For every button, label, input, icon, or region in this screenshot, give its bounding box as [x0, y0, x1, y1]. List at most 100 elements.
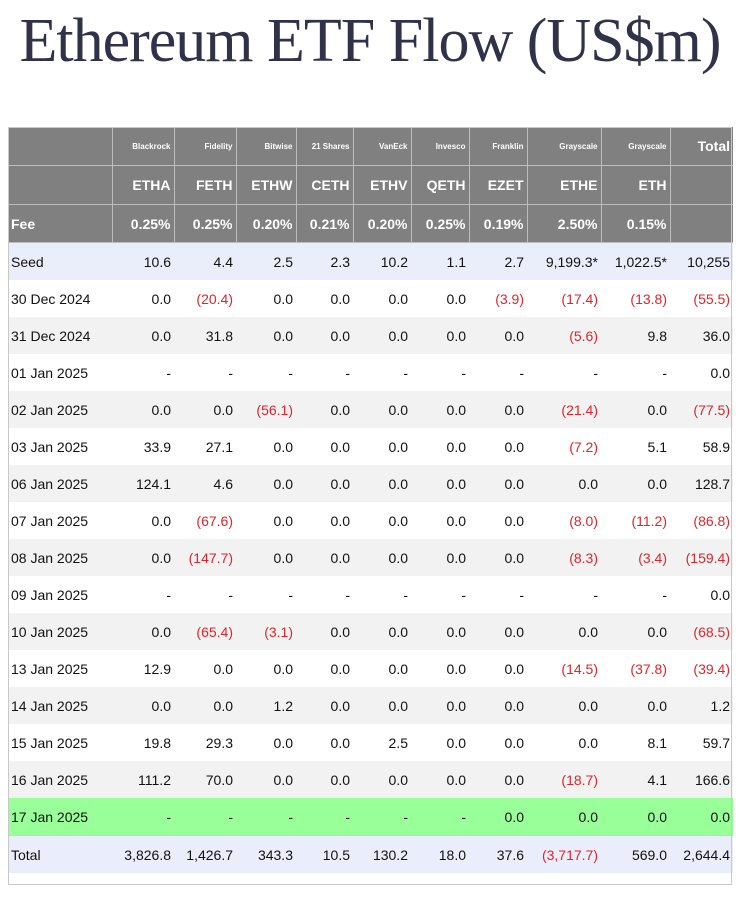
flow-cell: 0.0 — [353, 465, 411, 502]
fee-value: 0.25% — [174, 204, 237, 243]
flow-cell: (147.7) — [174, 539, 236, 576]
flow-cell: 1.2 — [670, 687, 733, 724]
flow-cell: 0.0 — [601, 613, 670, 650]
flow-cell: 0.0 — [236, 428, 296, 465]
flow-cell: 0.0 — [469, 724, 527, 761]
issuer-header-row: Blackrock Fidelity Bitwise 21 Shares VanEck I… — [8, 127, 733, 166]
flow-cell: - — [601, 576, 670, 613]
flow-cell: 2.7 — [469, 242, 527, 280]
etf-flow-table: Blackrock Fidelity Bitwise 21 Shares VanEck I… — [8, 127, 733, 873]
issuer-header: Fidelity — [174, 127, 237, 166]
row-date: 06 Jan 2025 — [8, 465, 112, 502]
flow-cell: 36.0 — [670, 317, 733, 354]
flow-cell: - — [296, 576, 353, 613]
flow-cell: 0.0 — [353, 391, 411, 428]
blank-header — [670, 204, 733, 243]
flow-cell: (11.2) — [601, 502, 670, 539]
flow-cell: 128.7 — [670, 465, 733, 502]
flow-cell: 0.0 — [527, 613, 601, 650]
row-date: 03 Jan 2025 — [8, 428, 112, 465]
flow-cell: 0.0 — [236, 317, 296, 354]
flow-cell: (37.8) — [601, 650, 670, 687]
flow-cell: (55.5) — [670, 280, 733, 317]
flow-cell: 0.0 — [469, 687, 527, 724]
flow-cell: (68.5) — [670, 613, 733, 650]
flow-cell: 0.0 — [353, 280, 411, 317]
total-row: Total 3,826.8 1,426.7 343.3 10.5 130.2 18.0 37.… — [8, 835, 733, 873]
flow-cell: - — [411, 798, 469, 836]
total-cell: 3,826.8 — [112, 835, 174, 873]
issuer-header: 21 Shares — [296, 127, 354, 166]
flow-cell: 4.6 — [174, 465, 236, 502]
flow-cell: (86.8) — [670, 502, 733, 539]
total-cell: (3,717.7) — [527, 835, 601, 873]
flow-cell: - — [236, 576, 296, 613]
row-date: 15 Jan 2025 — [8, 724, 112, 761]
flow-cell: (77.5) — [670, 391, 733, 428]
flow-cell: 0.0 — [296, 687, 353, 724]
flow-cell: 0.0 — [236, 502, 296, 539]
blank-header — [670, 165, 733, 205]
flow-cell: 0.0 — [112, 539, 174, 576]
issuer-header: Invesco — [411, 127, 470, 166]
flow-cell: (13.8) — [601, 280, 670, 317]
flow-cell: (20.4) — [174, 280, 236, 317]
row-date: 08 Jan 2025 — [8, 539, 112, 576]
flow-cell: 0.0 — [601, 465, 670, 502]
flow-cell: (65.4) — [174, 613, 236, 650]
flow-cell: 0.0 — [174, 650, 236, 687]
flow-cell: 0.0 — [112, 280, 174, 317]
flow-cell: (39.4) — [670, 650, 733, 687]
ticker-header: QETH — [411, 165, 470, 205]
ticker-header: ETHA — [112, 165, 175, 205]
flow-cell: 0.0 — [112, 317, 174, 354]
flow-cell: 0.0 — [236, 280, 296, 317]
flow-cell: 0.0 — [469, 761, 527, 798]
flow-cell: - — [174, 576, 236, 613]
flow-cell: 0.0 — [527, 798, 601, 836]
page-title: Ethereum ETF Flow (US$m) — [19, 7, 722, 75]
flow-cell: 0.0 — [469, 539, 527, 576]
flow-cell: 10.6 — [112, 242, 174, 280]
flow-cell: (17.4) — [527, 280, 601, 317]
flow-cell: (8.0) — [527, 502, 601, 539]
flow-cell: 0.0 — [296, 539, 353, 576]
row-date: 09 Jan 2025 — [8, 576, 112, 613]
table-row: 30 Dec 2024 0.0 (20.4) 0.0 0.0 0.0 0.0 (3.9) (17… — [8, 280, 733, 317]
flow-cell: 0.0 — [112, 613, 174, 650]
flow-cell: 0.0 — [112, 391, 174, 428]
issuer-header: Franklin — [469, 127, 528, 166]
flow-cell: 0.0 — [411, 650, 469, 687]
flow-cell: - — [527, 576, 601, 613]
row-date: 07 Jan 2025 — [8, 502, 112, 539]
total-cell: 2,644.4 — [670, 835, 733, 873]
flow-cell: - — [236, 798, 296, 836]
fee-value: 2.50% — [527, 204, 602, 243]
flow-cell: 4.1 — [601, 761, 670, 798]
flow-cell: 0.0 — [411, 280, 469, 317]
flow-cell: 0.0 — [527, 465, 601, 502]
flow-cell: 0.0 — [236, 761, 296, 798]
total-cell: 18.0 — [411, 835, 469, 873]
flow-cell: 0.0 — [236, 465, 296, 502]
flow-cell: (67.6) — [174, 502, 236, 539]
flow-cell: 0.0 — [112, 502, 174, 539]
flow-cell: 124.1 — [112, 465, 174, 502]
fee-value: 0.20% — [353, 204, 412, 243]
flow-cell: (14.5) — [527, 650, 601, 687]
flow-cell: 10.2 — [353, 242, 411, 280]
flow-cell: 1.1 — [411, 242, 469, 280]
table-row: 13 Jan 2025 12.9 0.0 0.0 0.0 0.0 0.0 0.0 (14.5)(… — [8, 650, 733, 687]
flow-cell: (18.7) — [527, 761, 601, 798]
flow-cell: 0.0 — [174, 391, 236, 428]
total-cell: 10.5 — [296, 835, 353, 873]
table-row: 08 Jan 2025 0.0 (147.7) 0.0 0.0 0.0 0.0 0.0 (8.3… — [8, 539, 733, 576]
flow-cell: 4.4 — [174, 242, 236, 280]
flow-cell: - — [112, 576, 174, 613]
table-row: 15 Jan 2025 19.8 29.3 0.0 0.0 2.5 0.0 0.0 0.0 8.1… — [8, 724, 733, 761]
flow-cell: 0.0 — [353, 761, 411, 798]
table-body: Blackrock Fidelity Bitwise 21 Shares VanEck I… — [8, 127, 733, 873]
flow-cell: 0.0 — [296, 317, 353, 354]
flow-cell: 0.0 — [174, 687, 236, 724]
flow-cell: 0.0 — [469, 428, 527, 465]
